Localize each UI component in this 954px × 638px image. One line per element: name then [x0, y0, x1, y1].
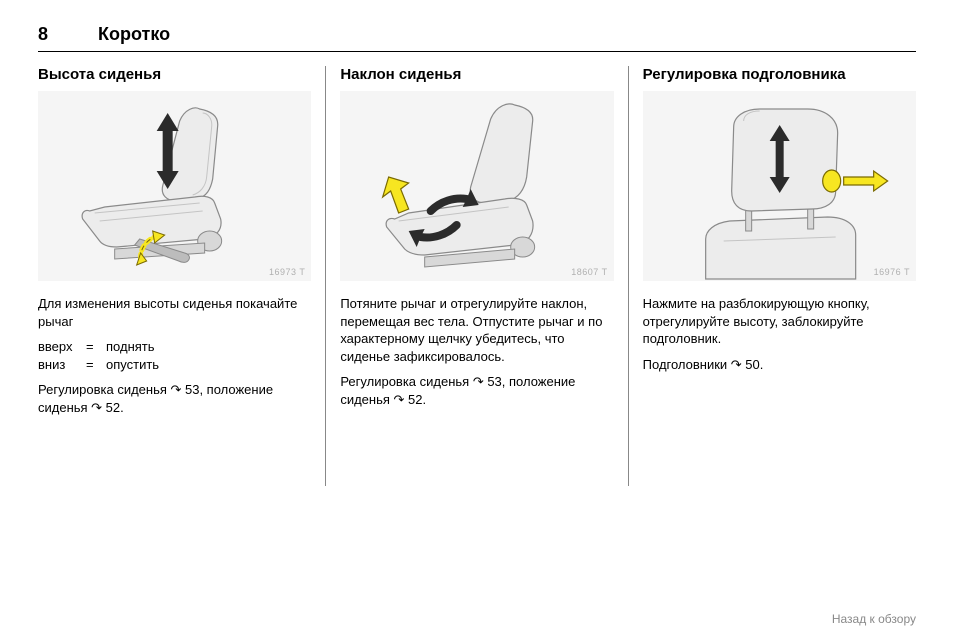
def-eq: =	[86, 356, 106, 374]
def-value: опустить	[106, 356, 311, 374]
definition-row: вверх = поднять	[38, 338, 311, 356]
back-to-overview-link[interactable]: Назад к обзору	[832, 612, 916, 626]
column-seat-height: Высота сиденья	[38, 66, 325, 486]
def-eq: =	[86, 338, 106, 356]
cross-reference: Регулировка сиденья ↷ 53, поло­жение сид…	[38, 381, 311, 416]
section-title: Наклон сиденья	[340, 66, 613, 83]
column-headrest: Регулировка подголовника 1697	[629, 66, 916, 486]
def-term: вниз	[38, 356, 86, 374]
paragraph: Для изменения высоты сиденья по­качайте …	[38, 295, 311, 330]
def-term: вверх	[38, 338, 86, 356]
column-seat-tilt: Наклон сиденья 18607	[326, 66, 627, 486]
page-number: 8	[38, 24, 98, 45]
figure-seat-height: 16973 T	[38, 91, 311, 281]
def-value: поднять	[106, 338, 311, 356]
section-title: Регулировка подголовника	[643, 66, 916, 83]
figure-headrest: 16976 T	[643, 91, 916, 281]
definition-row: вниз = опустить	[38, 356, 311, 374]
figure-seat-tilt: 18607 T	[340, 91, 613, 281]
page-header: 8 Коротко	[38, 24, 916, 52]
figure-id: 18607 T	[571, 267, 607, 277]
page-title: Коротко	[98, 24, 170, 45]
cross-reference: Регулировка сиденья ↷ 53, поло­жение сид…	[340, 373, 613, 408]
cross-reference: Подголовники ↷ 50.	[643, 356, 916, 374]
paragraph: Нажмите на разблокирующую кнопку, отрегу…	[643, 295, 916, 348]
figure-id: 16973 T	[269, 267, 305, 277]
content-columns: Высота сиденья	[38, 66, 916, 486]
section-title: Высота сиденья	[38, 66, 311, 83]
paragraph: Потяните рычаг и отрегулируйте наклон, п…	[340, 295, 613, 365]
figure-id: 16976 T	[874, 267, 910, 277]
